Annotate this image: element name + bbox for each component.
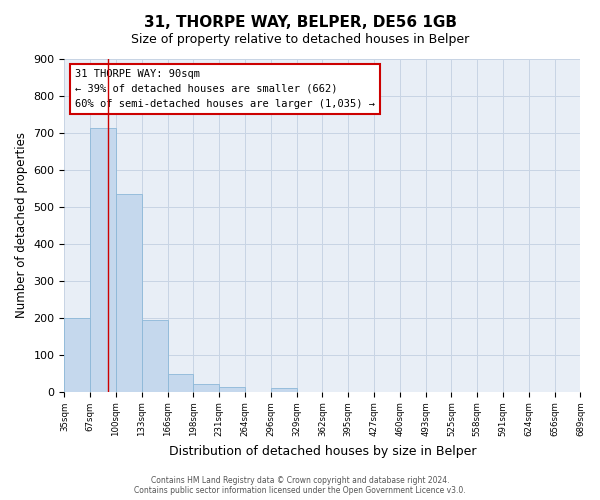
Y-axis label: Number of detached properties: Number of detached properties xyxy=(15,132,28,318)
Bar xyxy=(271,388,296,392)
Bar xyxy=(64,318,90,392)
Bar xyxy=(167,374,193,392)
Bar xyxy=(219,387,245,392)
Bar xyxy=(193,384,219,392)
Text: 31, THORPE WAY, BELPER, DE56 1GB: 31, THORPE WAY, BELPER, DE56 1GB xyxy=(143,15,457,30)
X-axis label: Distribution of detached houses by size in Belper: Distribution of detached houses by size … xyxy=(169,444,476,458)
Text: Size of property relative to detached houses in Belper: Size of property relative to detached ho… xyxy=(131,32,469,46)
Bar xyxy=(116,194,142,392)
Bar xyxy=(90,128,116,392)
Bar xyxy=(142,320,167,392)
Text: 31 THORPE WAY: 90sqm
← 39% of detached houses are smaller (662)
60% of semi-deta: 31 THORPE WAY: 90sqm ← 39% of detached h… xyxy=(75,69,375,108)
Text: Contains HM Land Registry data © Crown copyright and database right 2024.
Contai: Contains HM Land Registry data © Crown c… xyxy=(134,476,466,495)
